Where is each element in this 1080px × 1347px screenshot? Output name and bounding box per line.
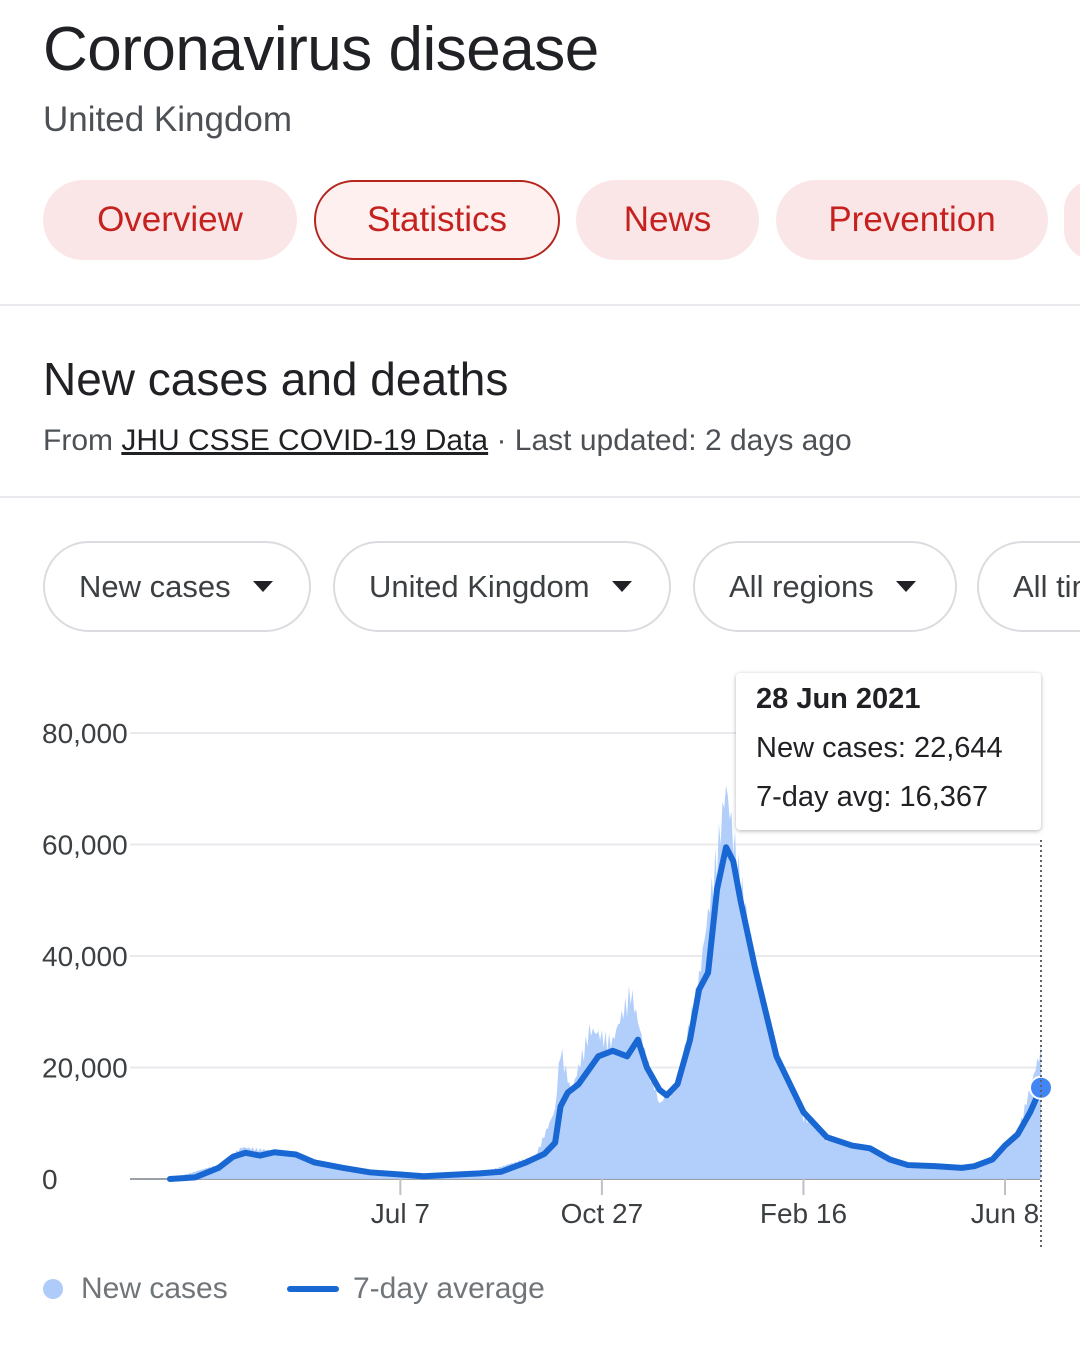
legend-dot-icon (43, 1279, 63, 1299)
chart-tooltip: 28 Jun 2021 New cases: 22,644 7-day avg:… (736, 673, 1041, 830)
new-cases-area (170, 785, 1041, 1179)
region-dropdown-label: All regions (729, 568, 874, 604)
y-tick-label: 0 (42, 1164, 58, 1195)
legend-avg: 7-day average (287, 1272, 545, 1306)
dropdown-arrow-icon (611, 581, 632, 592)
tooltip-new-cases: New cases: 22,644 (756, 732, 1003, 764)
tab-news[interactable]: News (576, 180, 759, 260)
tooltip-avg: 7-day avg: 16,367 (756, 781, 989, 813)
avg-line (167, 844, 1044, 1182)
cases-chart[interactable]: 0 20,000 40,000 60,000 80,000 Jul 7 Oct 27 Feb … (0, 650, 1080, 1260)
x-tick-label: Jul 7 (371, 1198, 430, 1229)
legend-new-cases: New cases (43, 1272, 228, 1306)
y-tick-label: 80,000 (42, 718, 128, 749)
source-prefix: From (43, 424, 113, 457)
country-dropdown[interactable]: United Kingdom (333, 541, 671, 632)
filter-bar: New cases United Kingdom All regions All… (43, 541, 1080, 636)
tab-statistics[interactable]: Statistics (314, 180, 560, 260)
tooltip-date: 28 Jun 2021 (756, 683, 921, 715)
y-tick-label: 40,000 (42, 941, 128, 972)
x-tick-label: Jun 8 (971, 1198, 1040, 1229)
section-title: New cases and deaths (43, 353, 509, 405)
tab-overview[interactable]: Overview (43, 180, 297, 260)
source-link[interactable]: JHU CSSE COVID-19 Data (121, 424, 489, 457)
metric-dropdown-label: New cases (79, 568, 231, 604)
dropdown-arrow-icon (252, 581, 273, 592)
last-updated: · Last updated: 2 days ago (496, 424, 852, 457)
tab-prevention[interactable]: Prevention (776, 180, 1048, 260)
divider (0, 496, 1080, 498)
legend-avg-label: 7-day average (353, 1272, 545, 1305)
tab-more[interactable] (1064, 180, 1080, 260)
chart-axes: 0 20,000 40,000 60,000 80,000 Jul 7 Oct 27 Feb … (42, 718, 1042, 1250)
source-line: From JHU CSSE COVID-19 Data · Last updat… (43, 424, 852, 458)
tab-bar: Overview Statistics News Prevention (43, 180, 1080, 262)
chart-bars (170, 785, 1041, 1179)
y-tick-label: 20,000 (42, 1053, 128, 1084)
page-subtitle: United Kingdom (43, 100, 293, 139)
x-tick-label: Oct 27 (561, 1198, 643, 1229)
dropdown-arrow-icon (895, 581, 916, 592)
country-dropdown-label: United Kingdom (369, 568, 590, 604)
legend-line-icon (287, 1286, 339, 1292)
x-tick-label: Feb 16 (760, 1198, 847, 1229)
region-dropdown[interactable]: All regions (693, 541, 957, 632)
legend-new-cases-label: New cases (81, 1272, 228, 1305)
time-range-dropdown[interactable]: All time (977, 541, 1080, 632)
divider (0, 304, 1080, 306)
page-title: Coronavirus disease (43, 15, 599, 84)
metric-dropdown[interactable]: New cases (43, 541, 311, 632)
y-tick-label: 60,000 (42, 830, 128, 861)
time-range-dropdown-label: All time (1013, 568, 1080, 604)
